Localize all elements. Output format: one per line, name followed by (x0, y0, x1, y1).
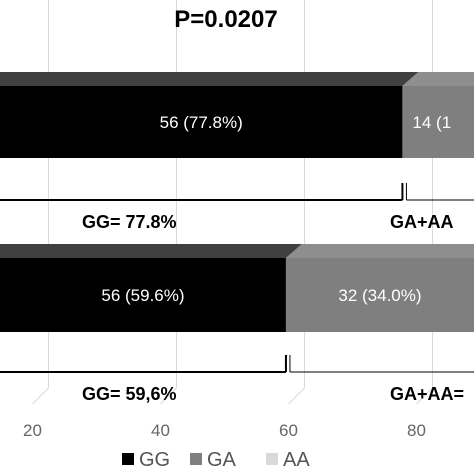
annotations-group: GG= 77.8% GA+AA GG= 59,6% GA+AA= (0, 183, 474, 404)
bar-segment (285, 258, 474, 332)
bar-segment (402, 86, 474, 158)
legend-swatch (266, 453, 278, 465)
gridline-floor (416, 387, 433, 405)
chart-title: P=0.0207 (174, 6, 277, 33)
bar-segment (0, 86, 403, 158)
data-label: 14 (1 (412, 113, 451, 132)
gridline-floor (160, 387, 177, 405)
gg-annotation: GG= 59,6% (82, 384, 177, 404)
gg-annotation: GG= 77.8% (82, 212, 177, 232)
data-label: 32 (34.0%) (338, 286, 421, 305)
data-label: 56 (59.6%) (101, 286, 184, 305)
x-axis-ticks: 20 40 60 80 (23, 421, 426, 440)
bar-segment-top (285, 244, 474, 258)
gaaa-annotation: GA+AA (390, 212, 454, 232)
gaaa-annotation: GA+AA= (390, 384, 464, 404)
legend-label: AA (283, 449, 310, 471)
x-tick-label: 20 (23, 421, 42, 440)
bars-group: 56 (77.8%) 14 (1 56 (59.6%) 32 (34.0%) (0, 72, 474, 332)
x-tick-label: 60 (279, 421, 298, 440)
bar-segment-top (0, 244, 302, 258)
legend-label: GA (207, 449, 237, 471)
bar-segment-top (402, 72, 474, 86)
x-tick-label: 80 (407, 421, 426, 440)
bar-segment (0, 258, 286, 332)
data-label: 56 (77.8%) (160, 113, 243, 132)
legend: GG GA AA (122, 449, 310, 471)
gridline-floor (32, 387, 49, 405)
legend-swatch (122, 453, 134, 465)
legend-label: GG (139, 449, 170, 471)
bar-segment-top (0, 72, 419, 86)
gridlines (32, 0, 433, 405)
x-tick-label: 40 (151, 421, 170, 440)
legend-swatch (190, 453, 202, 465)
gridline-floor (288, 387, 305, 405)
